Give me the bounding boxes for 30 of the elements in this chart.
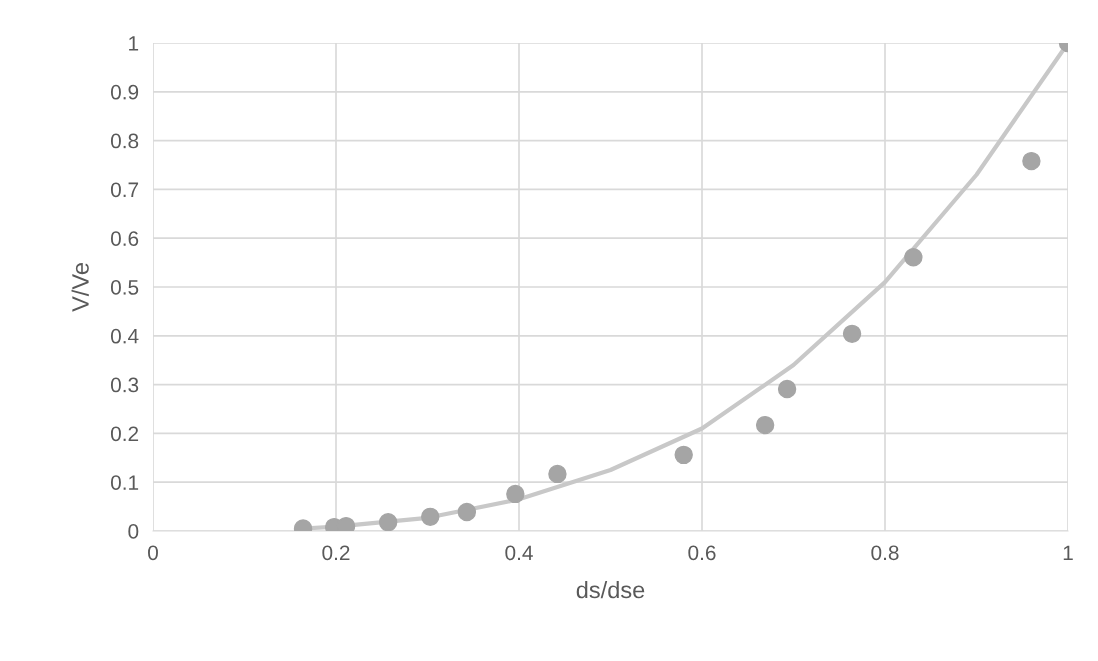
y-tick-label: 0.5: [110, 280, 139, 295]
y-tick-label: 0.8: [110, 133, 139, 149]
y-tick-label: 0.9: [110, 84, 139, 100]
y-tick-label: 0: [128, 524, 139, 539]
y-tick-label: 0.6: [110, 231, 139, 246]
point: [378, 513, 398, 531]
y-axis-title: V/Ve: [71, 263, 89, 312]
x-tick-label: 0.4: [505, 545, 533, 561]
x-tick-label: 0.8: [871, 545, 899, 561]
point: [548, 464, 567, 484]
point: [506, 484, 525, 504]
x-tick-label: 0.2: [322, 545, 350, 561]
point: [457, 502, 477, 522]
y-tick-label: 0.4: [110, 328, 139, 344]
point: [904, 248, 923, 267]
x-axis-title: ds/dse: [576, 580, 645, 599]
x-tick-label: 1: [1063, 545, 1073, 560]
point: [777, 379, 797, 399]
y-tick-label: 0.1: [110, 475, 139, 490]
x-tick-label: 0.6: [688, 545, 716, 561]
y-tick-label: 1: [129, 36, 139, 51]
y-tick-label: 0.3: [110, 377, 139, 393]
point: [674, 445, 693, 465]
point: [842, 324, 862, 344]
point: [1022, 151, 1041, 171]
x-tick-label: 0: [148, 545, 158, 561]
y-tick-label: 0.2: [110, 426, 139, 442]
point: [755, 415, 775, 435]
y-tick-label: 0.7: [110, 182, 139, 198]
point: [421, 507, 440, 527]
